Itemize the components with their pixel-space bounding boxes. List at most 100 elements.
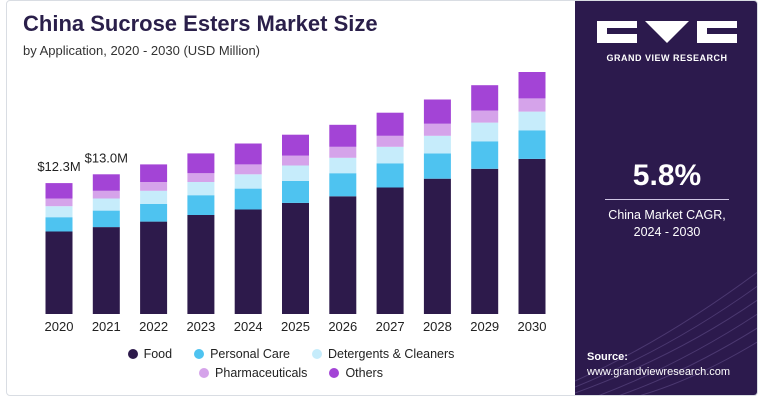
bar-segment-pharmaceuticals-2030	[518, 98, 546, 112]
cagr-value: 5.8%	[632, 159, 702, 192]
bar-segment-food-2025	[282, 202, 309, 314]
bar-segment-detergents-cleaners-2021	[92, 198, 120, 211]
bar-segment-detergents-cleaners-2024	[234, 174, 262, 189]
legend-swatch-pharmaceuticals	[199, 368, 210, 378]
bar-segment-others-2025	[282, 134, 309, 156]
bar-segment-others-2030	[518, 72, 546, 99]
chart-title: China Sucrose Esters Market Size	[23, 11, 378, 36]
legend-item-others: Others	[329, 366, 383, 380]
bar-segment-personal-care-2022	[140, 204, 168, 222]
x-tick-label-2025: 2025	[281, 319, 310, 334]
bar-segment-pharmaceuticals-2022	[140, 182, 168, 191]
chart-section: China Sucrose Esters Market Size by Appl…	[7, 1, 575, 395]
source-label: Source:	[587, 351, 628, 363]
legend-swatch-detergents-cleaners	[311, 349, 322, 359]
bar-segment-pharmaceuticals-2029	[471, 110, 499, 123]
legend-label-pharmaceuticals: Pharmaceuticals	[215, 366, 308, 380]
summary-panel: GRAND VIEW RESEARCH 5.8% China Market CA…	[575, 1, 757, 395]
cagr-label: China Market CAGR, 2024 - 2030	[575, 207, 757, 241]
x-tick-label-2026: 2026	[328, 319, 357, 334]
bar-segment-personal-care-2020	[45, 217, 73, 232]
cagr-label-line-1: China Market CAGR,	[608, 208, 726, 222]
bar-segment-others-2027	[376, 112, 404, 136]
x-tick-label-2030: 2030	[518, 319, 547, 334]
bar-segment-pharmaceuticals-2021	[92, 190, 120, 199]
legend-swatch-personal-care	[194, 349, 205, 359]
x-tick-label-2022: 2022	[139, 319, 168, 334]
legend-item-pharmaceuticals: Pharmaceuticals	[199, 366, 307, 380]
stacked-bar-chart: 2020 2021 2022 2023 2024 2025 2026 2027 2028 2029…	[37, 72, 547, 334]
legend-swatch-food	[127, 349, 138, 359]
bar-segment-detergents-cleaners-2028	[423, 135, 451, 154]
bar-segment-personal-care-2023	[187, 195, 215, 215]
bar-segment-personal-care-2028	[423, 153, 451, 179]
legend-item-personal-care: Personal Care	[194, 347, 290, 361]
bar-segment-detergents-cleaners-2023	[187, 182, 215, 196]
bar-segment-detergents-cleaners-2025	[282, 165, 309, 181]
bar-segment-pharmaceuticals-2020	[45, 198, 73, 207]
bar-segment-pharmaceuticals-2026	[329, 146, 357, 158]
bar-segment-food-2023	[187, 215, 215, 314]
bar-segment-others-2028	[423, 99, 451, 124]
bar-segment-food-2026	[329, 196, 357, 314]
bar-segment-others-2021	[92, 174, 120, 191]
legend-item-detergents-cleaners: Detergents & Cleaners	[311, 347, 455, 361]
bar-segment-food-2027	[376, 187, 404, 314]
bar-segment-personal-care-2024	[234, 188, 262, 210]
bar-segment-detergents-cleaners-2029	[471, 122, 499, 142]
bar-segment-personal-care-2029	[471, 141, 499, 169]
grand-view-research-logo	[597, 21, 737, 43]
bar-segment-pharmaceuticals-2028	[423, 123, 451, 136]
legend-label-detergents-cleaners: Detergents & Cleaners	[327, 347, 455, 361]
bar-segment-food-2022	[140, 221, 168, 314]
x-tick-label-2023: 2023	[186, 319, 215, 334]
x-tick-label-2027: 2027	[376, 319, 405, 334]
bar-segment-pharmaceuticals-2025	[282, 155, 309, 166]
bar-segment-food-2030	[518, 158, 546, 314]
x-tick-label-2029: 2029	[470, 319, 499, 334]
legend-label-personal-care: Personal Care	[210, 347, 290, 361]
legend-swatch-others	[329, 368, 340, 378]
bar-segment-pharmaceuticals-2027	[376, 135, 404, 147]
divider	[605, 199, 729, 200]
bar-segment-pharmaceuticals-2024	[234, 164, 262, 175]
bar-segment-others-2026	[329, 124, 357, 147]
legend-label-others: Others	[345, 366, 383, 380]
bar-segment-food-2028	[423, 178, 451, 314]
bar-segment-food-2029	[471, 168, 499, 314]
bar-segment-detergents-cleaners-2022	[140, 190, 168, 204]
bar-segment-detergents-cleaners-2026	[329, 157, 357, 174]
bar-segment-others-2022	[140, 164, 168, 182]
bar-segment-pharmaceuticals-2023	[187, 173, 215, 182]
bar-segment-detergents-cleaners-2020	[45, 206, 73, 218]
data-label-2020: $12.3M	[37, 159, 80, 174]
infographic-card: China Sucrose Esters Market Size by Appl…	[6, 0, 758, 396]
x-tick-label-2024: 2024	[234, 319, 263, 334]
bar-segment-others-2020	[45, 183, 73, 199]
source-url[interactable]: www.grandviewresearch.com	[587, 366, 731, 378]
bar-segment-food-2021	[92, 227, 120, 314]
bar-segment-personal-care-2027	[376, 163, 404, 188]
legend-item-food: Food	[127, 347, 173, 361]
bar-segment-detergents-cleaners-2027	[376, 146, 404, 164]
chart-subtitle: by Application, 2020 - 2030 (USD Million…	[23, 43, 261, 58]
data-label-2021: $13.0M	[85, 150, 128, 165]
decorative-lines	[575, 271, 757, 395]
brand-name: GRAND VIEW RESEARCH	[606, 53, 728, 63]
cagr-label-line-2: 2024 - 2030	[633, 225, 701, 239]
bar-segment-others-2024	[234, 143, 262, 165]
x-tick-label-2020: 2020	[45, 319, 74, 334]
legend-row-2: Pharmaceuticals Others	[7, 366, 575, 380]
bar-segment-personal-care-2026	[329, 173, 357, 197]
legend-row-1: Food Personal Care Detergents & Cleaners	[7, 347, 575, 361]
bar-segment-food-2024	[234, 209, 262, 314]
bar-segment-food-2020	[45, 231, 73, 314]
bar-segment-personal-care-2021	[92, 210, 120, 228]
x-tick-label-2028: 2028	[423, 319, 452, 334]
bar-segment-personal-care-2030	[518, 130, 546, 159]
bar-segment-others-2023	[187, 153, 215, 174]
legend-label-food: Food	[143, 347, 173, 361]
bar-segment-others-2029	[471, 85, 499, 111]
bar-segment-personal-care-2025	[282, 180, 309, 203]
bar-segment-detergents-cleaners-2030	[518, 111, 546, 131]
